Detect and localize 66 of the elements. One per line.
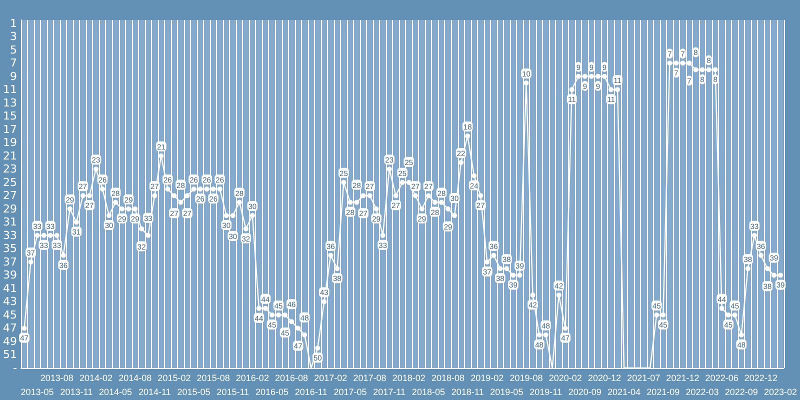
x-tick-label: 2017-08 — [353, 373, 386, 383]
x-tick-label: 2020-02 — [548, 373, 582, 383]
x-tick-label: 2019-11 — [530, 387, 562, 397]
x-tick-label: 2013-05 — [20, 387, 54, 397]
y-tick-label: 11 — [2, 83, 17, 96]
x-tick-label: 2022-12 — [744, 373, 778, 383]
y-tick-label: 41 — [2, 282, 17, 295]
y-tick-label: 47 — [2, 322, 17, 335]
y-tick-label: 9 — [10, 70, 17, 83]
x-tick-label: 2015-11 — [216, 387, 250, 397]
x-tick-label: 2017-05 — [334, 387, 367, 397]
x-tick-label: 2019-02 — [470, 373, 504, 383]
x-tick-label: 2016-11 — [294, 387, 328, 397]
x-tick-label: 2020-09 — [568, 387, 602, 397]
x-tick-label: 2013-11 — [60, 387, 93, 397]
y-tick-label: 39 — [2, 268, 17, 282]
x-tick-label: 2023-02 — [764, 387, 798, 397]
x-tick-label: 2021-07 — [627, 373, 660, 383]
y-tick-label: 17 — [2, 122, 17, 136]
x-tick-label: 2018-02 — [392, 373, 426, 383]
x-tick-label: 2016-05 — [255, 387, 289, 397]
x-tick-label: 2014-11 — [138, 387, 171, 397]
x-tick-label: 2017-11 — [373, 387, 406, 397]
y-tick-label: 7 — [10, 56, 17, 70]
x-tick-label: 2014-05 — [99, 387, 132, 397]
x-tick-label: 2014-08 — [118, 373, 152, 383]
x-tick-label: 2018-11 — [451, 387, 484, 397]
y-tick-label: 21 — [2, 149, 17, 162]
y-tick-label: 15 — [2, 110, 17, 123]
y-tick-label: 23 — [2, 162, 17, 176]
x-tick-label: 2018-05 — [412, 387, 445, 397]
y-tick-label: 35 — [2, 242, 17, 256]
x-tick-label: 2015-05 — [177, 387, 210, 397]
x-tick-label: 2013-08 — [40, 373, 74, 383]
x-tick-label: 2016-08 — [275, 373, 308, 383]
x-tick-label: 2019-08 — [510, 373, 543, 383]
x-tick-label: 2021-09 — [646, 387, 680, 397]
x-tick-label: 2019-05 — [490, 387, 524, 397]
x-tick-label: 2022-09 — [724, 387, 758, 397]
x-tick-label: 2015-08 — [196, 373, 230, 383]
y-tick-label: 19 — [2, 136, 17, 150]
y-tick-label: 33 — [2, 228, 17, 242]
x-tick-label: 2022-06 — [705, 373, 738, 383]
x-tick-label: 2020-12 — [588, 373, 621, 383]
x-tick-label: 2021-12 — [666, 373, 700, 383]
x-tick-label: 2016-02 — [236, 373, 269, 383]
y-tick-label: 37 — [2, 255, 17, 268]
y-tick-label: 31 — [2, 216, 17, 229]
y-tick-label: 1 — [10, 16, 17, 30]
y-tick-label: 51 — [2, 348, 17, 362]
y-tick-label: 43 — [2, 295, 17, 308]
y-tick-label: 29 — [2, 202, 17, 216]
y-tick-label: 5 — [10, 43, 17, 56]
y-tick-label: 45 — [2, 308, 17, 322]
y-tick-label: 13 — [2, 96, 17, 110]
x-tick-label: 2021-04 — [608, 387, 641, 397]
x-tick-label: 2017-02 — [314, 373, 348, 383]
y-tick-label: 3 — [10, 30, 17, 44]
y-tick-label: 49 — [2, 334, 17, 348]
x-tick-label: 2015-02 — [158, 373, 191, 383]
y-tick-label: 25 — [2, 176, 17, 189]
y-tick-label: - — [13, 362, 18, 374]
x-tick-label: 2018-08 — [431, 373, 465, 383]
x-tick-label: 2022-03 — [686, 387, 719, 397]
x-tick-label: 2014-02 — [79, 373, 112, 383]
y-tick-label: 27 — [2, 189, 17, 202]
